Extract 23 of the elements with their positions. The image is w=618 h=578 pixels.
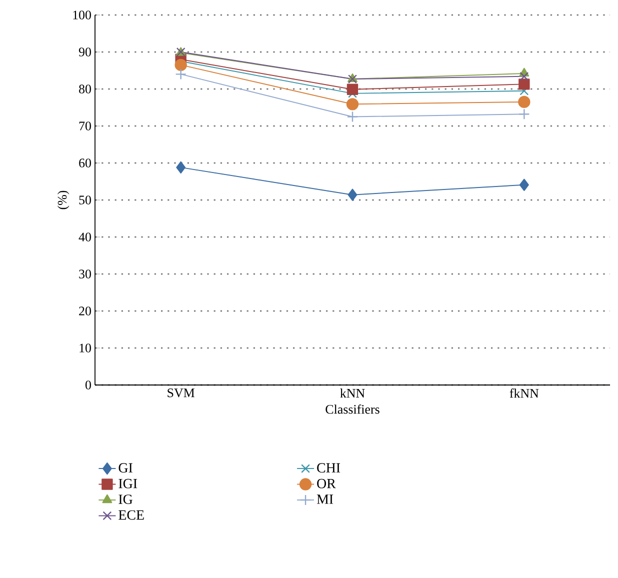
y-tick-label: 20 xyxy=(79,306,91,316)
y-tick-label: 0 xyxy=(86,380,91,390)
y-tick-label: 60 xyxy=(79,158,91,168)
legend-label: IG xyxy=(118,494,132,504)
y-tick-label: 70 xyxy=(79,122,91,130)
legend-label: IGI xyxy=(118,478,138,488)
y-axis-title: (%) xyxy=(57,190,70,210)
legend-label: GI xyxy=(118,463,132,473)
x-axis-title: Classifiers xyxy=(326,404,380,414)
y-tick-label: 10 xyxy=(80,344,91,352)
y-tick-label: 80 xyxy=(79,84,91,94)
legend-label: OR xyxy=(317,478,336,488)
legend-label: MI xyxy=(316,494,334,504)
legend-label: ECE xyxy=(118,510,144,520)
y-tick-label: 40 xyxy=(78,232,91,242)
x-tick-label: fkNN xyxy=(510,388,539,398)
legend-label: CHI xyxy=(317,463,340,473)
x-tick-label: SVM xyxy=(168,388,194,398)
y-tick-label: 90 xyxy=(78,48,91,56)
y-tick-label: 30 xyxy=(79,270,91,278)
y-tick-label: 100 xyxy=(73,10,91,20)
y-tick-label: 50 xyxy=(79,196,91,204)
x-tick-label: kNN xyxy=(340,388,365,398)
